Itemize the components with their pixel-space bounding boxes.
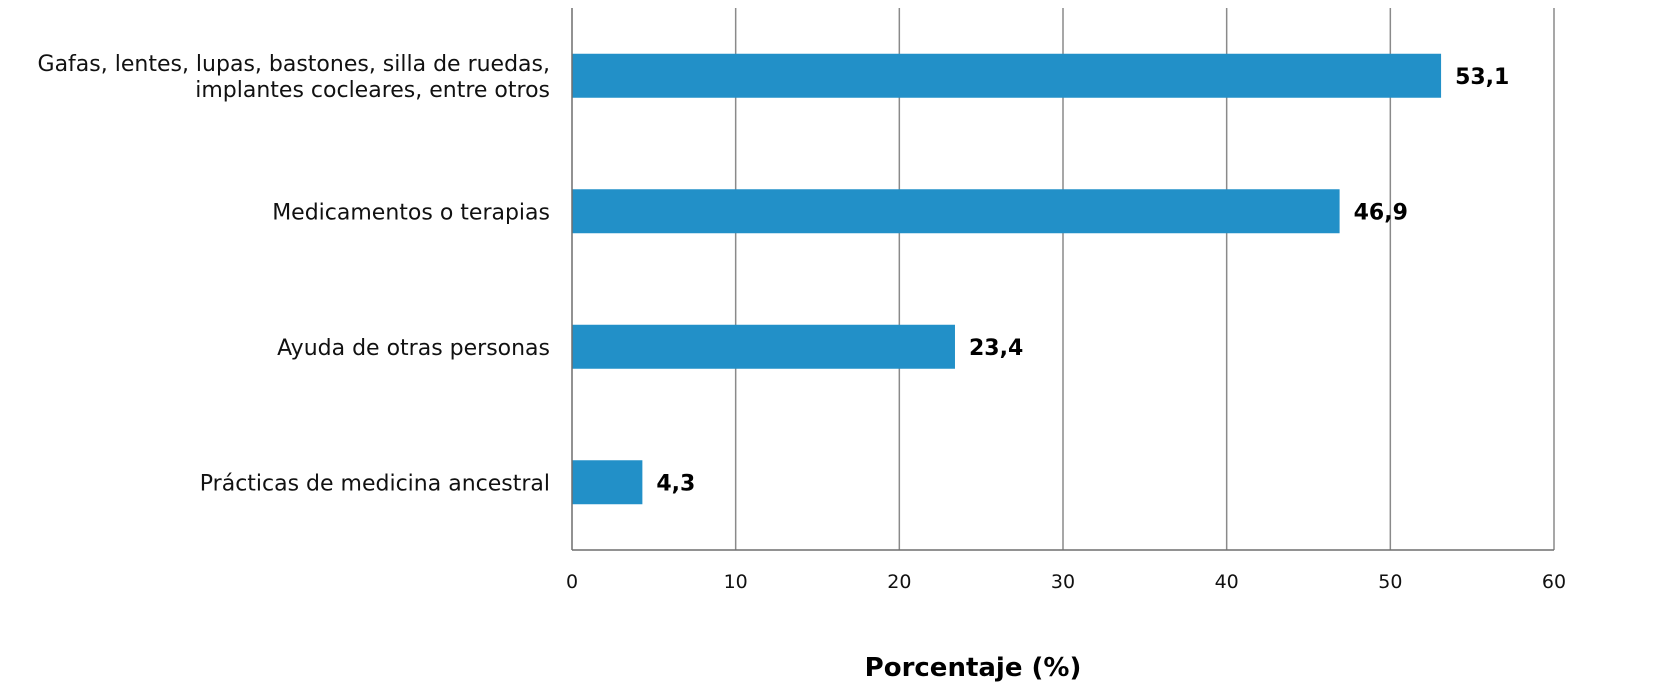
x-tick-labels: 0 10 20 30 40 50 60 xyxy=(566,571,1566,593)
category-label: Prácticas de medicina ancestral xyxy=(200,471,550,496)
data-label: 23,4 xyxy=(969,336,1023,361)
x-tick-label: 20 xyxy=(887,571,911,593)
axes xyxy=(571,8,1554,551)
category-label: Gafas, lentes, lupas, bastones, silla de… xyxy=(38,52,550,77)
bar xyxy=(572,189,1340,234)
x-tick-label: 30 xyxy=(1051,571,1075,593)
x-tick-label: 0 xyxy=(566,571,578,593)
bars xyxy=(572,53,1442,505)
x-axis-title: Porcentaje (%) xyxy=(865,653,1082,683)
bar xyxy=(572,460,643,505)
bar xyxy=(572,53,1442,98)
data-labels: 53,1 46,9 23,4 4,3 xyxy=(656,65,1509,497)
x-tick-label: 50 xyxy=(1378,571,1402,593)
bar xyxy=(572,324,955,369)
data-label: 46,9 xyxy=(1354,200,1408,225)
category-labels: Gafas, lentes, lupas, bastones, silla de… xyxy=(38,52,550,497)
category-label: Ayuda de otras personas xyxy=(277,336,550,361)
x-tick-label: 60 xyxy=(1542,571,1566,593)
data-label: 4,3 xyxy=(656,471,695,496)
x-tick-label: 40 xyxy=(1215,571,1239,593)
category-label: implantes cocleares, entre otros xyxy=(195,78,550,103)
data-label: 53,1 xyxy=(1455,65,1509,90)
category-label: Medicamentos o terapias xyxy=(272,200,550,225)
gridlines xyxy=(734,8,1555,550)
x-tick-label: 10 xyxy=(724,571,748,593)
